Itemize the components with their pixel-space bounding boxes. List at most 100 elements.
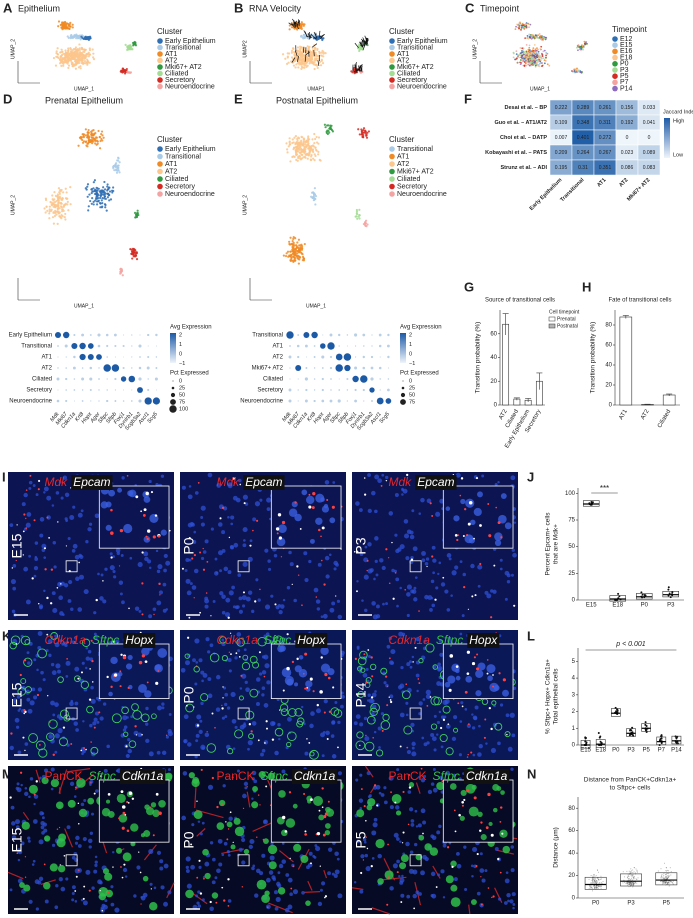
nucleus [465,708,468,711]
nucleus [157,851,161,855]
marker-label: Epcam [245,475,282,489]
nucleus [85,667,87,669]
inset-nucleus [451,664,459,672]
heatmap-value: 0.267 [599,150,612,156]
cell-point [310,155,312,157]
nucleus [511,733,515,737]
speck [264,742,266,744]
nucleus [374,690,377,693]
nucleus [222,717,225,720]
speck [400,745,402,747]
nucleus [72,506,75,509]
nucleus [102,599,106,603]
speck [442,577,444,579]
speck [395,572,397,574]
cell-point [363,127,365,129]
panel-label: H [582,279,591,294]
cell-point [365,225,367,227]
speck [513,605,515,607]
nucleus [421,551,426,556]
speck [430,502,432,504]
nucleus [404,533,409,538]
micrograph: E15 [8,766,174,914]
nucleus [235,605,239,609]
nucleus [510,713,515,718]
dot [289,389,292,392]
cell-point [79,59,81,61]
speck [66,545,67,546]
speck [51,568,53,570]
speck [389,582,391,584]
legend-title: Cluster [157,135,183,144]
size-swatch [169,405,176,412]
panel-title: RNA Velocity [249,3,302,13]
cell-point [90,133,92,135]
inset-nucleus [487,675,493,681]
dot [147,389,149,391]
inset-speck [492,686,494,688]
nucleus [477,565,482,570]
cell-point [103,137,105,139]
nucleus [68,599,72,603]
nucleus [399,684,404,689]
dot [57,345,59,347]
nucleus [242,604,245,607]
inset-speck [303,673,305,675]
inset-speck [153,834,155,836]
speck [372,737,374,739]
nucleus [126,716,129,719]
nucleus [110,565,115,570]
nucleus [219,569,222,572]
sftpc-cell [56,802,64,810]
inset-speck [286,667,289,670]
legend-label: Neuroendocrine [165,83,215,90]
dot [297,345,300,348]
cell-point [296,140,298,142]
cell-point [61,210,63,212]
inset-nucleus [477,491,483,497]
cell-point [74,50,76,52]
nucleus [39,877,43,881]
nucleus [48,654,51,657]
speck [457,702,459,704]
nucleus [188,523,193,528]
nucleus [196,714,201,719]
nucleus [264,703,269,708]
color-bar [664,118,670,158]
cell-point [294,66,296,68]
size-tick: 50 [179,392,185,398]
speck [412,661,414,663]
nucleus [426,690,431,695]
legend-label: Neuroendocrine [397,83,447,90]
cell-point [88,193,90,195]
nucleus [394,534,397,537]
nucleus [243,539,246,542]
cell-point [91,136,93,138]
nucleus [460,560,463,563]
nucleus [181,668,186,673]
nucleus [90,686,94,690]
legend-swatch [612,86,618,92]
nucleus [72,549,76,553]
speck [506,734,507,735]
cell-point [55,52,57,54]
inset-speck [294,501,296,503]
dot [147,356,149,358]
inset-speck [292,661,294,663]
inset-speck [123,812,126,815]
dot [106,334,109,337]
nucleus [224,567,229,572]
nucleus [436,733,438,735]
cell-point [314,68,316,70]
speck [264,676,266,678]
nucleus [196,734,200,738]
legend-swatch [157,45,163,51]
cell-point [58,187,60,189]
legend-swatch [157,84,163,90]
cell-point [95,140,97,142]
cell-point [117,160,119,162]
nucleus [92,721,96,725]
inset-nucleus [151,802,156,807]
legend-title: Jaccard Index [663,109,693,115]
cell-point [290,260,292,262]
